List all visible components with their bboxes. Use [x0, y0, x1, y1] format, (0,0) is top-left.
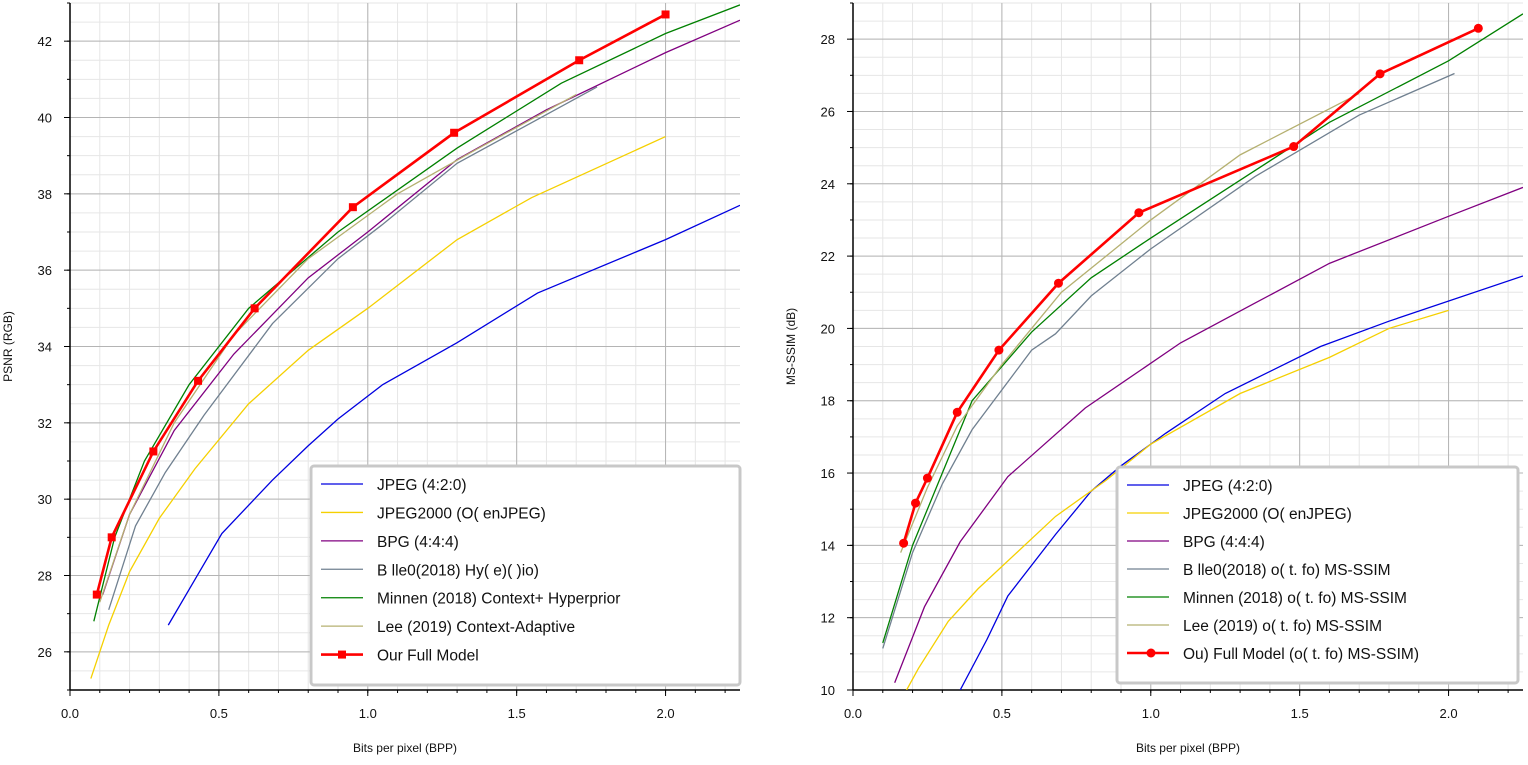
x-tick-label: 0.5	[993, 706, 1011, 721]
data-point	[1375, 69, 1385, 79]
x-tick-label: 2.0	[657, 706, 675, 721]
y-tick-label: 28	[821, 32, 835, 47]
legend-label: Lee (2019) o( t. fo) MS-SSIM	[1183, 618, 1382, 635]
y-tick-label: 14	[821, 538, 835, 553]
data-point	[348, 203, 357, 212]
y-tick-label: 38	[38, 187, 52, 202]
legend-label: B lle0(2018) Hy( e)( )io)	[377, 562, 539, 579]
y-tick-label: 22	[821, 249, 835, 264]
data-point	[952, 407, 962, 417]
y-axis-label: MS-SSIM (dB)	[784, 308, 798, 385]
data-point	[92, 590, 101, 599]
y-tick-label: 26	[38, 645, 52, 660]
data-point	[575, 56, 584, 65]
x-tick-label: 1.5	[1291, 706, 1309, 721]
x-tick-label: 1.5	[508, 706, 526, 721]
data-point	[899, 538, 909, 548]
series-line-5	[99, 94, 577, 603]
series-group	[90, 4, 740, 679]
series-line-3	[108, 86, 598, 611]
legend-label: B lle0(2018) o( t. fo) MS-SSIM	[1183, 562, 1391, 579]
data-point	[194, 376, 203, 385]
series-group	[882, 13, 1523, 690]
series-line-0	[167, 204, 740, 626]
y-tick-label: 40	[38, 111, 52, 126]
legend: JPEG (4:2:0) JPEG2000 (O( enJPEG) BPG (4:4…	[1115, 465, 1520, 685]
y-axis-label: PSNR (RGB)	[1, 311, 15, 382]
legend-label: BPG (4:4:4)	[1183, 534, 1265, 551]
data-point	[107, 533, 116, 542]
legend-marker	[338, 650, 346, 659]
y-tick-label: 18	[821, 394, 835, 409]
y-tick-label: 24	[821, 177, 835, 192]
data-point	[1134, 208, 1144, 218]
x-tick-label: 1.0	[359, 706, 377, 721]
legend-label: Our Full Model	[377, 648, 479, 665]
y-tick-label: 34	[38, 340, 52, 355]
y-tick-label: 10	[821, 683, 835, 698]
x-tick-label: 0.0	[844, 706, 862, 721]
data-point	[1473, 23, 1483, 33]
series-line-4	[882, 13, 1523, 644]
data-point	[911, 498, 921, 508]
legend-label: Ou) Full Model (o( t. fo) MS-SSIM)	[1183, 646, 1419, 663]
x-tick-label: 1.0	[1142, 706, 1160, 721]
x-tick-label: 0.5	[210, 706, 228, 721]
x-tick-label: 0.0	[61, 706, 79, 721]
y-tick-label: 42	[38, 34, 52, 49]
series-line-3	[882, 72, 1455, 649]
legend-label: Lee (2019) Context-Adaptive	[377, 619, 575, 636]
y-tick-label: 36	[38, 263, 52, 278]
legend-label: JPEG (4:2:0)	[1183, 478, 1273, 495]
y-tick-label: 16	[821, 466, 835, 481]
series-line-5	[900, 92, 1360, 553]
series-line-6	[902, 27, 1479, 544]
x-axis-label: Bits per pixel (BPP)	[353, 741, 457, 755]
y-tick-label: 26	[821, 104, 835, 119]
x-axis-label: Bits per pixel (BPP)	[1136, 741, 1240, 755]
legend-box	[309, 464, 742, 687]
data-point	[250, 304, 259, 313]
legend-label: Minnen (2018) Context+ Hyperprior	[377, 591, 620, 608]
chart-2: 0.0 0.5 1.0 1.5 2.0 10 12 14 16 18 20 22 24 26 28 Bits …	[784, 2, 1523, 755]
series-line-2	[102, 19, 740, 595]
data-point	[1053, 278, 1063, 288]
legend-label: BPG (4:4:4)	[377, 534, 459, 551]
legend-label: Minnen (2018) o( t. fo) MS-SSIM	[1183, 590, 1407, 607]
y-tick-label: 20	[821, 321, 835, 336]
data-point	[1289, 142, 1299, 152]
y-tick-label: 12	[821, 611, 835, 626]
data-point	[450, 128, 459, 137]
legend-label: JPEG (4:2:0)	[377, 477, 467, 494]
legend: JPEG (4:2:0) JPEG2000 (O( enJPEG) BPG (4:4…	[309, 464, 742, 687]
data-point	[149, 447, 158, 456]
legend-marker	[1146, 648, 1156, 658]
y-tick-label: 28	[38, 569, 52, 584]
chart-1: 0.0 0.5 1.0 1.5 2.0 26 28 30 32 34 36 38 40 42 Bits pe…	[1, 2, 742, 755]
legend-label: JPEG2000 (O( enJPEG)	[1183, 506, 1352, 523]
data-point	[994, 345, 1004, 355]
data-point	[661, 10, 670, 19]
x-tick-label: 2.0	[1440, 706, 1458, 721]
series-line-2	[894, 186, 1523, 684]
y-tick-label: 30	[38, 492, 52, 507]
legend-box	[1115, 465, 1520, 685]
data-point	[922, 473, 932, 483]
y-tick-label: 32	[38, 416, 52, 431]
series-line-1	[90, 135, 666, 679]
legend-label: JPEG2000 (O( enJPEG)	[377, 505, 546, 522]
series-line-1	[906, 309, 1449, 690]
